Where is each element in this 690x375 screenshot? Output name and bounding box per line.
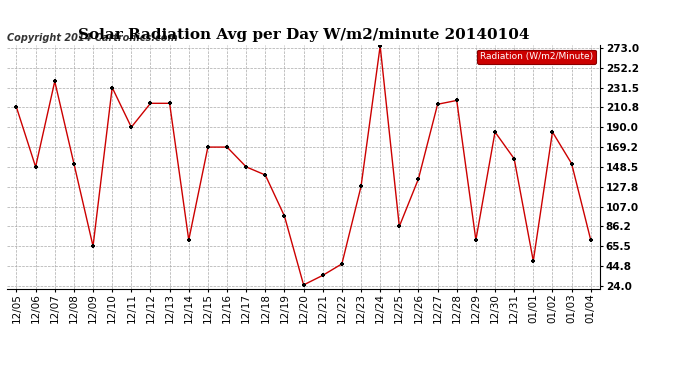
Point — [107, 84, 118, 90]
Point — [126, 124, 137, 130]
Point — [375, 43, 386, 49]
Point — [509, 156, 520, 162]
Point — [49, 78, 60, 84]
Point — [489, 129, 500, 135]
Point — [145, 100, 156, 106]
Point — [432, 101, 443, 107]
Point — [394, 224, 405, 230]
Point — [202, 144, 213, 150]
Point — [30, 164, 41, 170]
Point — [88, 243, 99, 249]
Point — [317, 272, 328, 278]
Point — [298, 282, 309, 288]
Point — [528, 258, 539, 264]
Point — [355, 183, 366, 189]
Point — [566, 160, 577, 166]
Title: Solar Radiation Avg per Day W/m2/minute 20140104: Solar Radiation Avg per Day W/m2/minute … — [78, 28, 529, 42]
Point — [413, 176, 424, 182]
Text: Copyright 2014 Cartronics.com: Copyright 2014 Cartronics.com — [7, 33, 177, 43]
Point — [68, 160, 79, 166]
Point — [164, 100, 175, 106]
Point — [260, 172, 271, 178]
Point — [336, 261, 347, 267]
Point — [279, 213, 290, 219]
Point — [585, 237, 596, 243]
Point — [221, 144, 233, 150]
Point — [471, 237, 482, 243]
Point — [451, 98, 462, 104]
Point — [547, 129, 558, 135]
Point — [184, 237, 195, 243]
Point — [11, 104, 22, 110]
Legend: Radiation (W/m2/Minute): Radiation (W/m2/Minute) — [477, 50, 595, 64]
Point — [241, 164, 252, 170]
